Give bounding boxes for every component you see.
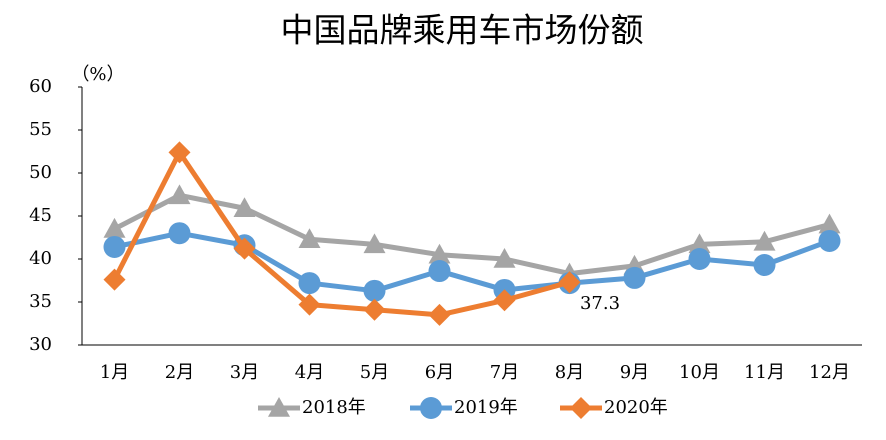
legend-marker	[420, 397, 442, 419]
data-point	[103, 235, 126, 258]
x-tick-label: 9月	[620, 362, 649, 383]
y-tick-label: 60	[29, 76, 52, 97]
series-line	[112, 149, 571, 318]
data-point	[428, 260, 451, 283]
data-point	[818, 229, 841, 252]
y-tick-label: 50	[29, 162, 52, 183]
data-point	[753, 230, 776, 251]
data-point	[363, 298, 386, 321]
data-point	[103, 217, 126, 238]
annotation: 37.3	[580, 293, 620, 314]
x-tick-label: 6月	[425, 362, 454, 383]
y-axis-label: （%）	[71, 64, 124, 85]
data-point	[233, 197, 256, 218]
data-point	[428, 303, 451, 326]
data-point	[298, 293, 321, 316]
data-point	[298, 228, 321, 249]
legend-label: 2019年	[454, 397, 518, 418]
data-point	[623, 266, 646, 289]
data-point	[818, 213, 841, 234]
series-line	[113, 192, 831, 277]
data-point	[493, 289, 516, 312]
legend-marker	[570, 397, 592, 419]
data-point	[103, 268, 126, 291]
x-tick-label: 3月	[230, 362, 259, 383]
x-tick-label: 2月	[165, 362, 194, 383]
data-point	[233, 237, 256, 260]
data-point	[558, 271, 581, 294]
x-tick-label: 12月	[809, 362, 850, 383]
legend-label: 2018年	[302, 397, 366, 418]
x-tick-label: 7月	[490, 362, 519, 383]
data-point	[688, 248, 711, 270]
y-tick-label: 55	[29, 119, 52, 140]
x-tick-label: 1月	[100, 362, 129, 383]
x-tick-label: 10月	[679, 362, 720, 383]
data-point	[753, 254, 776, 277]
x-tick-label: 4月	[295, 362, 324, 383]
y-tick-label: 40	[29, 248, 52, 269]
data-point	[168, 184, 191, 205]
x-tick-label: 11月	[744, 362, 785, 383]
data-point	[168, 222, 191, 245]
data-point	[298, 272, 321, 295]
chart-title: 中国品牌乘用车市场份额	[281, 11, 644, 50]
legend-marker	[268, 397, 290, 417]
x-tick-label: 8月	[555, 362, 584, 383]
data-point	[363, 233, 386, 254]
x-tick-label: 5月	[360, 362, 389, 383]
y-tick-label: 35	[29, 291, 52, 312]
legend-label: 2020年	[604, 397, 668, 418]
data-point	[493, 248, 516, 268]
data-point	[363, 279, 386, 302]
data-point	[688, 233, 711, 254]
data-point	[428, 243, 451, 264]
y-tick-label: 45	[29, 205, 52, 226]
data-point	[168, 141, 191, 164]
y-tick-label: 30	[29, 334, 52, 355]
